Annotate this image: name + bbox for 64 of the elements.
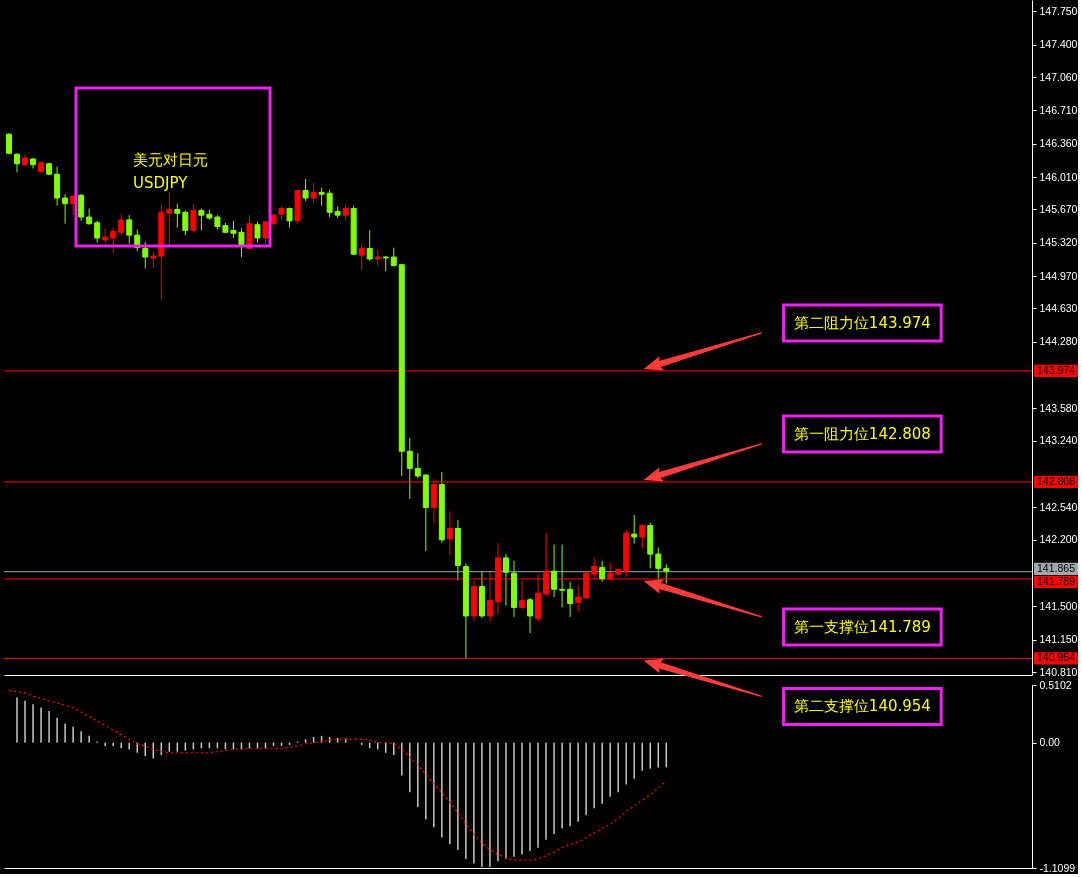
line-series [8,690,667,861]
candlestick [126,214,133,245]
y-tick-label: 147.400 [1039,38,1078,51]
candlestick [567,581,574,618]
candlestick [190,203,197,233]
candlestick [366,229,373,262]
y-tick-label: 0.00 [1039,736,1061,749]
candlestick [663,564,670,585]
annotation: 第二阻力位143.974 [793,313,931,332]
candlestick [14,152,21,173]
candlestick [302,178,309,202]
y-tick-label: 142.540 [1039,500,1078,513]
candlestick [358,243,365,271]
y-tick-label: 147.750 [1039,4,1078,17]
y-tick-label: -1.1099 [1039,861,1076,874]
y-tick-label: 143.580 [1039,401,1078,414]
candlestick [631,514,638,545]
y-tick-label: 144.970 [1039,269,1078,282]
y-tick-label: 140.810 [1039,665,1078,678]
y-tick-label: 144.630 [1039,301,1078,314]
ref-line-label: 141.865 [1037,561,1076,574]
y-tick-label: 143.240 [1039,434,1078,447]
candlestick [310,182,317,205]
annotation: 第二支撑位140.954 [793,697,931,716]
ref-line-label: 140.954 [1037,651,1076,664]
candlestick [62,193,69,225]
candlestick [166,191,173,247]
candlestick [78,193,85,222]
y-tick-label: 145.320 [1039,236,1078,249]
candlestick [655,546,662,581]
y-tick-label: 147.060 [1039,70,1078,83]
candlestick [502,553,509,606]
y-tick-label: 141.500 [1039,599,1078,612]
candlestick [446,510,453,556]
ref-line-label: 141.789 [1037,574,1076,587]
y-tick-label: 144.280 [1039,335,1078,348]
y-tick-label: 141.150 [1039,633,1078,646]
candlestick [118,213,125,236]
candlestick [559,544,566,608]
candlestick [182,209,189,236]
candlestick [414,452,421,479]
annotation: 第一阻力位142.808 [793,424,931,443]
candlestick [174,203,181,229]
text: 美元对日元 USDJPY [133,151,208,192]
y-tick-label: 142.200 [1039,533,1078,546]
candlestick [142,241,149,269]
candlestick [94,220,101,244]
candlestick [54,166,61,207]
y-tick-label: 0.5102 [1039,678,1072,691]
candlestick [110,227,117,254]
candlestick [390,247,397,268]
candlestick [406,437,413,500]
y-tick-label: 146.010 [1039,170,1078,183]
y-tick-label: 145.670 [1039,202,1078,215]
y-tick-label: 146.710 [1039,103,1078,116]
candlestick [551,544,558,598]
candlestick [527,597,534,634]
candlestick [254,221,261,244]
ref-line-label: 143.974 [1037,363,1076,376]
y-tick-label: 146.360 [1039,137,1078,150]
annotation: 第一支撑位141.789 [793,617,931,636]
ref-line-label: 142.808 [1037,474,1076,487]
candlestick [575,585,582,612]
candlestick [599,560,606,583]
